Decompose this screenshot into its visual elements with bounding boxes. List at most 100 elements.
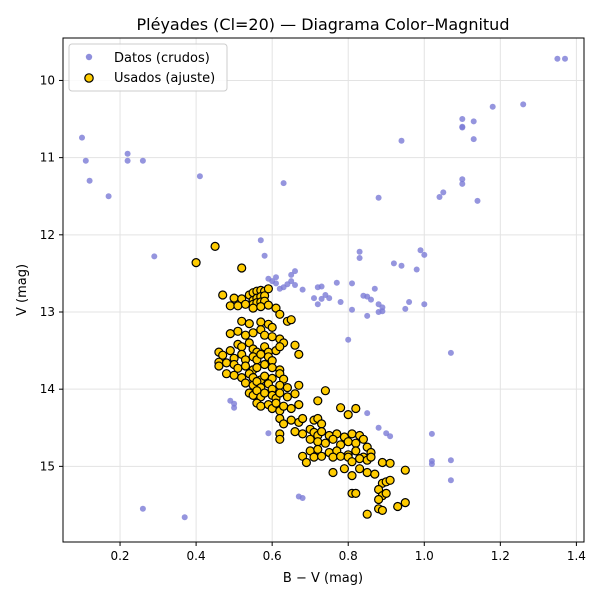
- legend-label-raw: Datos (crudos): [114, 51, 210, 66]
- used-data-point: [275, 342, 285, 352]
- used-data-point: [385, 458, 395, 468]
- used-data-point: [313, 437, 323, 447]
- raw-data-point: [402, 305, 409, 312]
- raw-data-point: [364, 312, 371, 319]
- x-tick-label: 0.8: [339, 549, 358, 563]
- used-data-point: [320, 386, 330, 396]
- used-data-point: [328, 467, 338, 478]
- used-data-point: [275, 380, 285, 390]
- y-tick-label: 11: [40, 151, 55, 165]
- raw-data-point: [421, 301, 428, 308]
- used-data-points: [191, 241, 410, 519]
- raw-data-point: [368, 296, 374, 303]
- used-data-point: [351, 403, 361, 414]
- raw-data-point: [265, 430, 272, 437]
- used-data-point: [240, 361, 251, 371]
- used-data-point: [347, 457, 357, 467]
- used-data-point: [275, 309, 285, 319]
- legend-label-used: Usados (ajuste): [114, 71, 215, 86]
- used-data-point: [301, 457, 311, 468]
- used-data-point: [218, 290, 228, 300]
- raw-data-point: [364, 410, 371, 417]
- used-data-point: [263, 300, 273, 310]
- raw-data-point: [349, 306, 355, 313]
- x-tick-label: 1.0: [415, 549, 434, 563]
- used-data-point: [343, 410, 353, 420]
- grid: [63, 38, 584, 542]
- raw-data-point: [356, 248, 363, 255]
- raw-data-point: [82, 157, 89, 164]
- used-data-point: [279, 401, 289, 411]
- used-data-point: [260, 371, 270, 381]
- raw-data-point: [349, 280, 355, 287]
- axis-ticks: 0.2 0.4 0.6 0.8 1.0 1.2 1.4 10 11 12 13 14 15: [40, 73, 586, 563]
- used-data-point: [214, 361, 224, 371]
- used-data-point: [286, 403, 296, 414]
- used-data-point: [377, 457, 387, 468]
- raw-data-point: [356, 255, 363, 261]
- used-data-point: [362, 509, 372, 519]
- used-data-point: [286, 315, 296, 325]
- x-tick-label: 0.6: [263, 549, 282, 563]
- used-data-point: [290, 389, 300, 399]
- used-data-point: [256, 302, 266, 312]
- used-data-point: [317, 451, 327, 461]
- raw-data-point: [459, 116, 466, 122]
- used-data-point: [267, 332, 277, 342]
- used-data-point: [385, 475, 395, 485]
- used-data-point: [282, 383, 292, 393]
- raw-data-point: [390, 260, 397, 267]
- used-data-point: [260, 359, 270, 370]
- used-data-point: [282, 392, 292, 402]
- raw-data-point: [273, 274, 279, 281]
- raw-data-point: [387, 433, 394, 440]
- x-tick-label: 0.2: [110, 549, 129, 563]
- raw-data-point: [489, 103, 496, 110]
- used-data-point: [374, 494, 384, 505]
- used-data-point: [298, 429, 308, 439]
- used-data-point: [366, 452, 376, 462]
- used-data-point: [271, 398, 281, 408]
- raw-data-point: [554, 55, 561, 62]
- used-data-point: [237, 263, 247, 273]
- x-tick-label: 0.4: [187, 549, 206, 563]
- raw-data-point: [421, 251, 428, 258]
- raw-data-point: [417, 247, 424, 254]
- raw-data-point: [299, 286, 306, 293]
- used-data-point: [347, 471, 357, 481]
- legend-marker-raw: [85, 53, 93, 61]
- raw-data-point: [318, 295, 325, 302]
- used-data-point: [298, 413, 308, 424]
- used-data-point: [339, 464, 349, 474]
- used-data-point: [370, 469, 380, 479]
- used-data-point: [294, 349, 304, 359]
- used-data-point: [225, 301, 235, 311]
- plot-frame: [62, 37, 585, 543]
- raw-data-point: [181, 514, 188, 521]
- used-data-point: [355, 464, 365, 474]
- raw-data-point: [428, 461, 435, 467]
- used-data-point: [244, 319, 254, 329]
- raw-data-point: [406, 299, 413, 305]
- used-data-point: [351, 488, 361, 498]
- used-data-point: [248, 303, 258, 313]
- raw-data-point: [447, 477, 454, 484]
- raw-data-point: [470, 136, 477, 143]
- raw-data-point: [326, 295, 333, 302]
- raw-data-point: [459, 176, 466, 183]
- used-data-point: [317, 419, 327, 429]
- x-tick-label: 1.2: [491, 549, 510, 563]
- used-data-point: [400, 465, 410, 475]
- raw-data-point: [398, 137, 405, 144]
- y-tick-label: 13: [40, 305, 55, 319]
- used-data-point: [317, 427, 327, 437]
- used-data-point: [218, 350, 228, 360]
- y-tick-label: 14: [40, 382, 55, 396]
- raw-data-point: [231, 404, 238, 411]
- raw-data-point: [86, 177, 93, 184]
- used-data-point: [221, 369, 232, 379]
- used-data-point: [210, 241, 220, 251]
- y-tick-label: 15: [40, 459, 55, 473]
- used-data-point: [358, 434, 368, 444]
